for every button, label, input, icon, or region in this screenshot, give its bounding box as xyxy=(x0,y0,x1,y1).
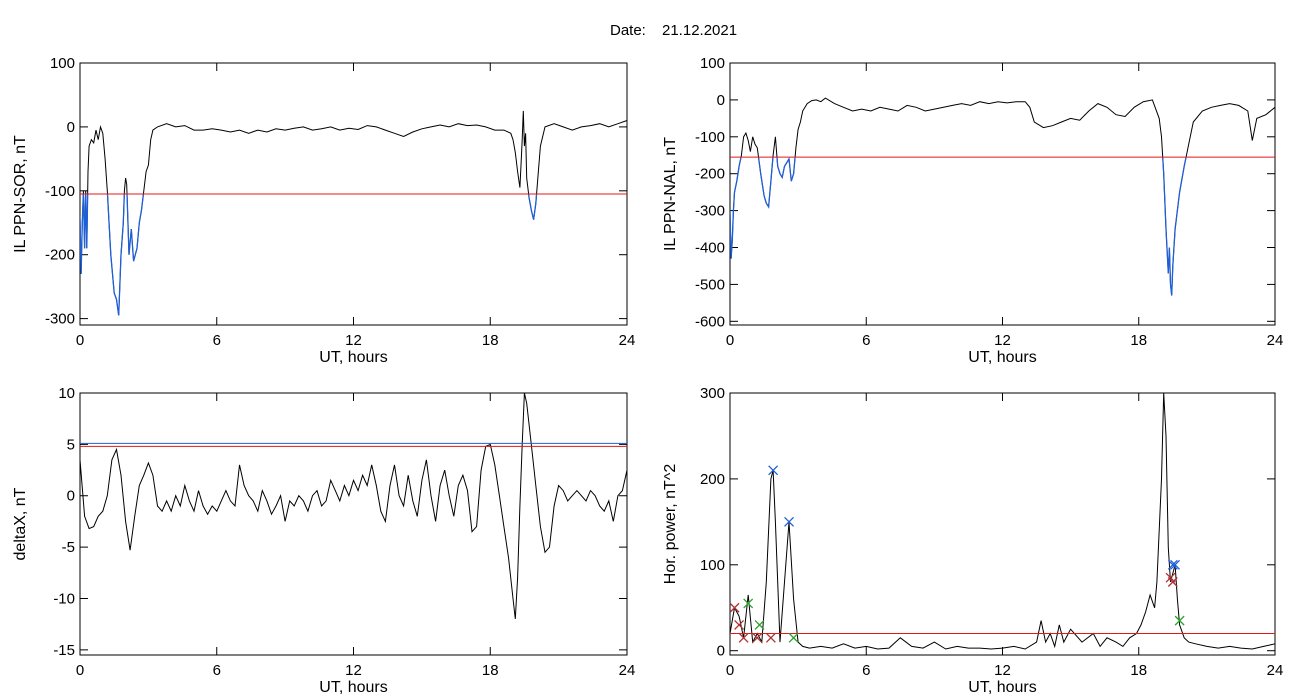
y-tick-label: -100 xyxy=(45,183,75,200)
date-value: 21.12.2021 xyxy=(662,22,737,39)
y-tick-label: -100 xyxy=(695,129,725,146)
peak-marker-blue-stroke-b xyxy=(1170,559,1181,570)
panel-nal: 0 6 12 18 24 UT, hours 100 0 -100 -200 -300 -400 -50… xyxy=(662,55,1283,366)
x-tick-label: 6 xyxy=(862,662,870,679)
peak-marker-red xyxy=(752,632,763,643)
x-tick-label: 24 xyxy=(619,332,636,349)
peak-marker-green xyxy=(754,619,765,630)
peak-marker-red-stroke-b xyxy=(729,602,740,613)
y-axis-label: deltaX, nT xyxy=(12,487,29,560)
x-tick-label: 0 xyxy=(76,332,84,349)
peak-marker-red-stroke-b xyxy=(1167,577,1178,587)
peak-marker-green xyxy=(1174,615,1185,626)
y-tick-label: 100 xyxy=(700,557,725,574)
y-tick-label: -5 xyxy=(62,539,75,556)
x-tick-label: 24 xyxy=(1267,332,1284,349)
y-tick-label: -200 xyxy=(695,166,725,183)
peak-marker-blue xyxy=(1167,559,1178,570)
peak-marker-blue-stroke-b xyxy=(768,465,779,476)
y-tick-label: -300 xyxy=(695,203,725,220)
x-tick-label: 0 xyxy=(726,332,734,349)
peak-marker-blue xyxy=(768,465,779,476)
peak-marker-blue xyxy=(784,516,795,527)
x-tick-label: 18 xyxy=(1130,332,1147,349)
series-line-below-threshold xyxy=(730,157,1187,296)
y-tick-label: 0 xyxy=(717,92,725,109)
peak-marker-green xyxy=(788,632,799,643)
peak-marker-green-stroke-b xyxy=(1174,615,1185,626)
series-line-below-threshold xyxy=(80,194,538,316)
peak-marker-red-stroke-b xyxy=(752,632,763,643)
peak-marker-red-stroke-b xyxy=(765,632,776,643)
y-tick-label: -200 xyxy=(45,247,75,264)
x-axis-label: UT, hours xyxy=(968,349,1036,366)
y-tick-label: -400 xyxy=(695,240,725,257)
x-tick-label: 12 xyxy=(994,662,1011,679)
peak-marker-red-stroke-b xyxy=(1165,572,1176,583)
peak-marker-red xyxy=(729,602,740,613)
y-tick-label: 5 xyxy=(67,436,75,453)
x-tick-label: 0 xyxy=(76,662,84,679)
peak-marker-red-stroke-b xyxy=(734,619,745,630)
y-tick-label: -10 xyxy=(53,590,75,607)
x-tick-label: 12 xyxy=(994,332,1011,349)
panel-power: 0 6 12 18 24 UT, hours 300 200 100 0 Hor. power, n… xyxy=(662,385,1283,696)
x-tick-label: 6 xyxy=(213,332,221,349)
x-tick-label: 24 xyxy=(619,662,636,679)
peak-marker-green-stroke-b xyxy=(788,632,799,643)
peak-marker-green xyxy=(743,598,754,609)
date-header: Date: 21.12.2021 xyxy=(610,22,737,39)
panel-sor: 0 6 12 18 24 UT, hours 100 0 -100 -200 -300 IL PPN-… xyxy=(12,55,635,366)
x-tick-label: 18 xyxy=(482,332,499,349)
peak-marker-blue-stroke-b xyxy=(1167,559,1178,570)
y-tick-label: -600 xyxy=(695,313,725,330)
y-tick-label: 10 xyxy=(58,385,75,402)
y-tick-label: 200 xyxy=(700,471,725,488)
y-tick-label: 0 xyxy=(717,643,725,660)
x-tick-label: 18 xyxy=(482,662,499,679)
peak-marker-green-stroke-b xyxy=(743,598,754,609)
peak-marker-blue xyxy=(1170,559,1181,570)
y-tick-label: 100 xyxy=(700,55,725,72)
peak-marker-red xyxy=(1167,577,1178,587)
y-tick-label: 300 xyxy=(700,385,725,402)
y-tick-label: -15 xyxy=(53,642,75,659)
series-line xyxy=(79,110,628,316)
x-axis-label: UT, hours xyxy=(968,679,1036,696)
peak-marker-red xyxy=(765,632,776,643)
y-tick-label: 100 xyxy=(50,55,75,72)
peak-marker-red xyxy=(734,619,745,630)
peak-marker-green-stroke-b xyxy=(754,619,765,630)
plot-frame xyxy=(729,392,1276,656)
y-axis-label: Hor. power, nT^2 xyxy=(662,464,679,585)
y-tick-label: 0 xyxy=(67,119,75,136)
x-tick-label: 24 xyxy=(1267,662,1284,679)
date-label: Date: xyxy=(610,22,646,39)
y-axis-label: IL PPN-NAL, nT xyxy=(662,137,679,251)
series-line xyxy=(79,392,628,620)
series-line xyxy=(729,392,1276,650)
peak-marker-blue-stroke-b xyxy=(784,516,795,527)
series-line xyxy=(729,97,1276,296)
x-tick-label: 6 xyxy=(862,332,870,349)
x-tick-label: 6 xyxy=(213,662,221,679)
x-axis-label: UT, hours xyxy=(319,349,387,366)
y-tick-label: 0 xyxy=(67,488,75,505)
plot-frame xyxy=(79,392,628,656)
peak-marker-red xyxy=(738,632,749,643)
y-tick-label: -500 xyxy=(695,276,725,293)
y-axis-label: IL PPN-SOR, nT xyxy=(12,135,29,253)
y-tick-label: -300 xyxy=(45,311,75,328)
peak-marker-red-stroke-b xyxy=(738,632,749,643)
panel-deltax: 0 6 12 18 24 UT, hours 10 5 0 -5 -10 -15 deltaX, nT xyxy=(12,385,635,696)
x-tick-label: 18 xyxy=(1130,662,1147,679)
x-tick-label: 0 xyxy=(726,662,734,679)
x-axis-label: UT, hours xyxy=(319,679,387,696)
x-tick-label: 12 xyxy=(345,332,362,349)
x-tick-label: 12 xyxy=(345,662,362,679)
